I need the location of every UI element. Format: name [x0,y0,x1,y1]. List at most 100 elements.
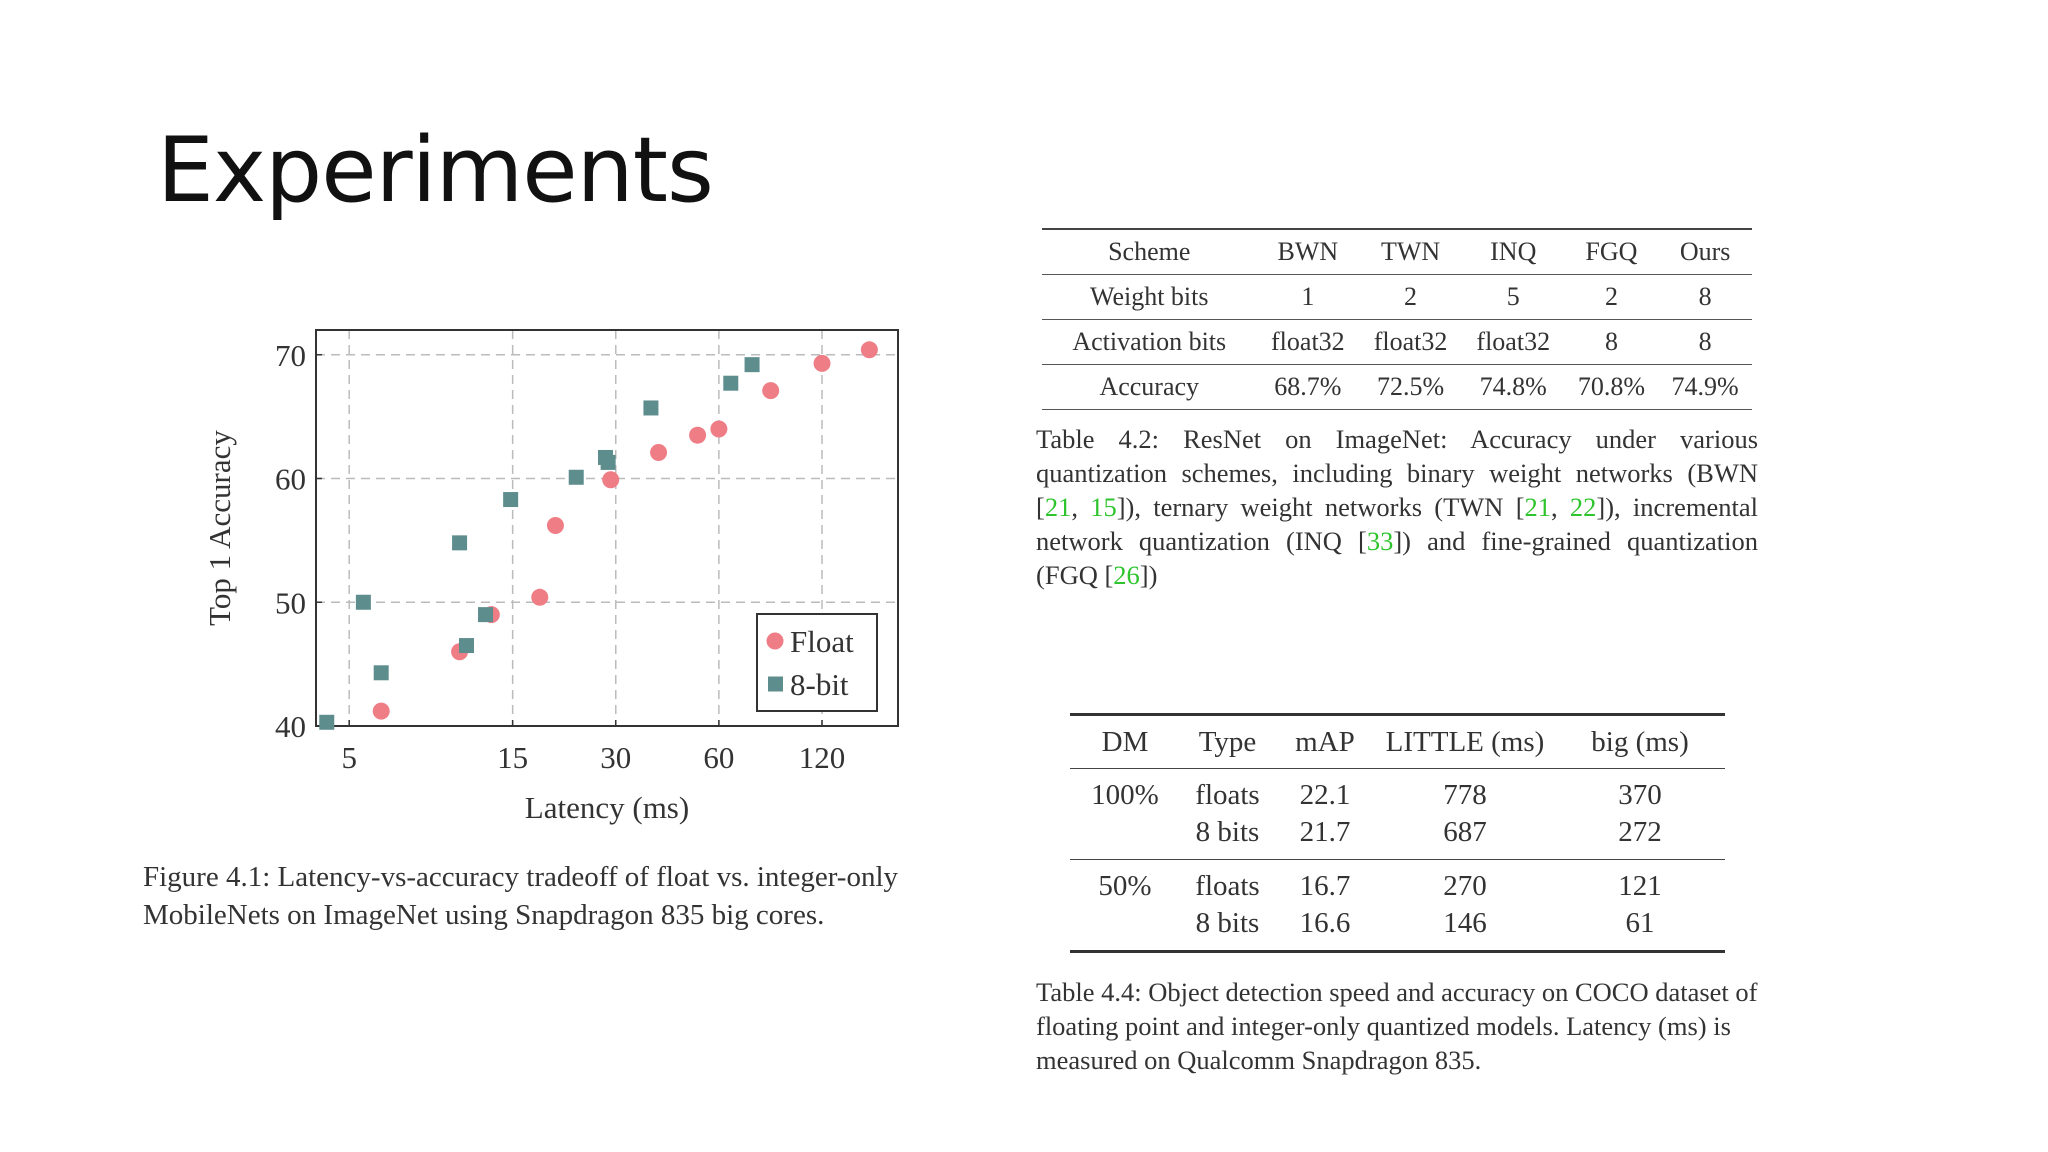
x-tick-label: 15 [497,740,528,775]
x-axis-label: Latency (ms) [525,790,689,825]
caption-label: Table 4.2: [1036,424,1160,454]
table-cell: Activation bits [1072,327,1227,356]
8bit-point [373,665,389,681]
table-cell: 146 [1443,907,1487,939]
table-cell: 74.9% [1671,372,1739,401]
caption-text: , [1071,492,1091,522]
table-cell: 8 bits [1195,907,1260,939]
header-cell: BWN [1277,237,1339,266]
legend-label: 8-bit [790,667,849,702]
table-cell: 8 [1698,327,1712,356]
float-point [650,444,668,462]
float-point [762,382,780,400]
citation-link[interactable]: 15 [1090,492,1117,522]
8bit-point [355,594,371,610]
y-tick-label: 40 [275,709,306,744]
legend-8bit-marker [768,676,783,692]
table-cell: 61 [1625,907,1655,939]
x-tick-label: 5 [341,740,357,775]
plot-frame [315,329,899,727]
chart-ticks: 5 15 30 60 120 40 50 60 70 [275,338,845,775]
8bit-point [643,400,659,416]
table-cell: 72.5% [1376,372,1445,401]
table-row: Activation bits float32 float32 float32 … [1042,320,1752,365]
caption-text: , [1551,492,1570,522]
table-cell: 270 [1443,870,1487,902]
y-tick-label: 50 [275,585,306,620]
figure-caption: Figure 4.1: Latency-vs-accuracy tradeoff… [143,858,1023,934]
table-cell: 74.8% [1479,372,1547,401]
table-cell: 8 bits [1195,816,1260,848]
8bit-point [568,469,584,485]
table-cell: float32 [1373,327,1448,356]
table-cell: 778 [1443,779,1487,811]
table-row: Weight bits 1 2 5 2 8 [1042,275,1752,320]
citation-link[interactable]: 21 [1524,492,1552,522]
x-tick-label: 60 [703,740,734,775]
dm-cell: 50% [1098,870,1152,902]
header-cell: Ours [1679,237,1731,266]
8bit-point [744,357,760,373]
8bit-point [723,375,739,391]
citation-link[interactable]: 22 [1569,492,1597,522]
legend-box [756,613,878,712]
table-cell: 8 [1698,282,1712,311]
caption-text: ]), ternary weight networks (TWN [ [1116,492,1525,522]
citation-link[interactable]: 21 [1044,492,1072,522]
x-tick-label: 120 [799,740,846,775]
table-cell: 22.1 [1299,779,1351,811]
float-point [710,420,728,438]
table-row: 8 bits 21.7 687 272 [1070,814,1725,860]
table-cell: floats [1195,870,1260,902]
8bit-point [452,535,468,551]
chart-points [319,341,878,730]
citation-link[interactable]: 26 [1113,560,1140,590]
header-cell: mAP [1295,725,1355,758]
table-cell: floats [1195,779,1260,811]
x-tick-label: 30 [600,740,631,775]
dm-cell: 100% [1091,779,1159,811]
object-detection-table: DM Type mAP LITTLE (ms) big (ms) 100% fl… [1070,713,1725,953]
table-cell: 2 [1604,282,1618,311]
8bit-point [478,607,494,623]
header-cell: INQ [1490,237,1537,266]
legend-label: Float [790,624,854,659]
table-cell: 2 [1404,282,1418,311]
table-cell: 68.7% [1274,372,1342,401]
caption-text: ]) and fine-grained quantization (FGQ [ [1036,526,1758,590]
resnet-quantization-table: Scheme BWN TWN INQ FGQ Ours Weight bits … [1042,228,1752,410]
8bit-point [600,454,616,470]
chart-legend: Float 8-bit [756,613,878,712]
header-cell: TWN [1380,237,1441,266]
table-cell: 16.7 [1299,870,1351,902]
latency-accuracy-chart: 5 15 30 60 120 40 50 60 70 Float 8-bit Latency (m… [202,329,899,825]
table-cell: 272 [1618,816,1662,848]
8bit-point [458,638,474,654]
header-cell: big (ms) [1591,725,1689,758]
table-row: 8 bits 16.6 146 61 [1070,905,1725,952]
table-row: Accuracy 68.7% 72.5% 74.8% 70.8% 74.9% [1042,365,1752,410]
table-header-row: DM Type mAP LITTLE (ms) big (ms) [1070,714,1725,769]
table-cell: 8 [1604,327,1618,356]
figure-caption-text: Latency-vs-accuracy tradeoff of float vs… [143,861,899,931]
table-row: 50% floats 16.7 270 121 [1070,860,1725,906]
table-header-row: Scheme BWN TWN INQ FGQ Ours [1042,229,1752,275]
caption-text: ResNet on ImageNet: Accuracy under vario… [1036,424,1759,522]
header-cell: Scheme [1108,237,1191,266]
table-row: 100% floats 22.1 778 370 [1070,769,1725,815]
table-cell: 1 [1301,282,1315,311]
figure-caption-label: Figure 4.1: [143,861,271,893]
table-cell: Weight bits [1089,282,1209,311]
caption-text: ]), incremental network quantization (IN… [1036,492,1758,556]
float-point [531,588,549,606]
header-cell: DM [1101,725,1149,758]
table-4-2-caption: Table 4.2: ResNet on ImageNet: Accuracy … [1036,422,1758,592]
citation-link[interactable]: 33 [1366,526,1394,556]
table-cell: 16.6 [1299,907,1351,939]
header-cell: Type [1198,725,1257,758]
table-cell: 21.7 [1299,816,1351,848]
table-cell: 70.8% [1577,372,1646,401]
table-cell: 687 [1443,816,1487,848]
table-cell: 5 [1506,282,1520,311]
float-point [689,426,707,444]
